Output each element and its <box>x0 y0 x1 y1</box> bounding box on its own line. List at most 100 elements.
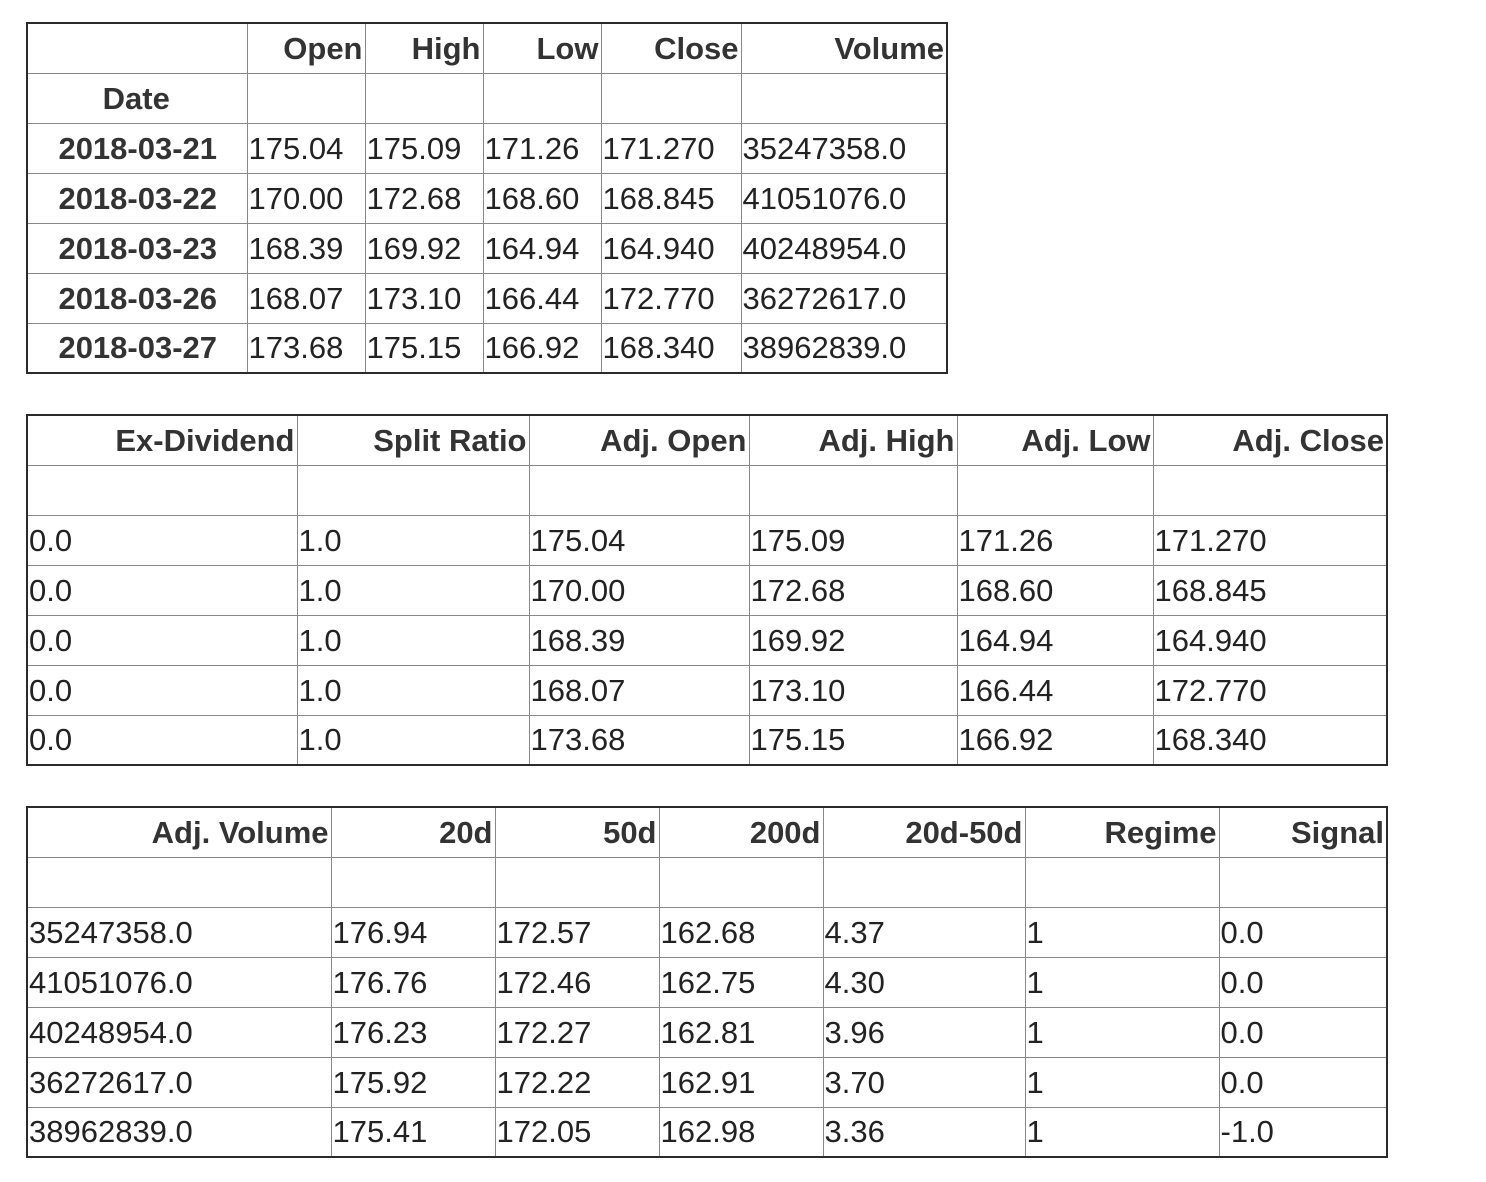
empty-header-row <box>26 464 1388 516</box>
table-row: 2018-03-22 170.00 172.68 168.60 168.845 … <box>26 172 948 224</box>
table-cell: 168.60 <box>482 172 602 224</box>
table-cell: 172.770 <box>600 272 742 324</box>
table-cell: 1.0 <box>296 564 530 616</box>
table-cell: 36272617.0 <box>740 272 948 324</box>
table-cell: 172.27 <box>494 1006 660 1058</box>
table-cell: 169.92 <box>748 614 958 666</box>
table-cell: 168.845 <box>1152 564 1388 616</box>
column-header: Ex-Dividend <box>26 414 298 466</box>
header-row: Open High Low Close Volume <box>26 22 948 74</box>
table-row: 2018-03-26 168.07 173.10 166.44 172.770 … <box>26 272 948 324</box>
index-header-cell <box>26 22 248 74</box>
table-cell: 35247358.0 <box>740 122 948 174</box>
table-cell: 172.22 <box>494 1056 660 1108</box>
empty-cell <box>26 856 332 908</box>
table-cell: 172.68 <box>748 564 958 616</box>
table-cell: 41051076.0 <box>740 172 948 224</box>
empty-cell <box>296 464 530 516</box>
table-cell: 0.0 <box>26 714 298 766</box>
column-header: 20d-50d <box>822 806 1026 858</box>
table-cell: 1 <box>1024 906 1220 958</box>
table-row: 0.0 1.0 170.00 172.68 168.60 168.845 <box>26 564 1388 616</box>
date-cell: 2018-03-23 <box>26 222 248 274</box>
table-cell: 164.940 <box>1152 614 1388 666</box>
table-cell: 168.39 <box>528 614 750 666</box>
column-header: Low <box>482 22 602 74</box>
table-cell: 171.26 <box>482 122 602 174</box>
table-cell: 173.68 <box>246 322 366 374</box>
date-cell: 2018-03-21 <box>26 122 248 174</box>
table-cell: 0.0 <box>1218 1006 1388 1058</box>
header-row: Ex-Dividend Split Ratio Adj. Open Adj. H… <box>26 414 1388 466</box>
table-cell: 36272617.0 <box>26 1056 332 1108</box>
column-header: Signal <box>1218 806 1388 858</box>
table-row: 35247358.0 176.94 172.57 162.68 4.37 1 0… <box>26 906 1388 958</box>
table-cell: 176.76 <box>330 956 496 1008</box>
header-row: Adj. Volume 20d 50d 200d 20d-50d Regime … <box>26 806 1388 858</box>
table-cell: 168.07 <box>246 272 366 324</box>
table-cell: 175.09 <box>748 514 958 566</box>
column-header: Split Ratio <box>296 414 530 466</box>
column-header: Adj. Close <box>1152 414 1388 466</box>
table-cell: 0.0 <box>26 564 298 616</box>
table-cell: 1 <box>1024 1106 1220 1158</box>
empty-cell <box>600 72 742 124</box>
signal-table: Adj. Volume 20d 50d 200d 20d-50d Regime … <box>26 806 1388 1158</box>
table-cell: 0.0 <box>1218 1056 1388 1108</box>
table-cell: 164.94 <box>482 222 602 274</box>
table-cell: 175.41 <box>330 1106 496 1158</box>
table-cell: 168.60 <box>956 564 1154 616</box>
empty-cell <box>822 856 1026 908</box>
table-cell: 40248954.0 <box>26 1006 332 1058</box>
table-cell: 0.0 <box>26 614 298 666</box>
table-cell: 0.0 <box>26 514 298 566</box>
table-cell: 1 <box>1024 1006 1220 1058</box>
table-cell: 176.94 <box>330 906 496 958</box>
empty-cell <box>1218 856 1388 908</box>
column-header: Adj. Low <box>956 414 1154 466</box>
table-cell: 171.270 <box>1152 514 1388 566</box>
empty-cell <box>658 856 824 908</box>
table-cell: 175.92 <box>330 1056 496 1108</box>
table-cell: 3.70 <box>822 1056 1026 1108</box>
table-cell: 168.07 <box>528 664 750 716</box>
table-cell: 171.26 <box>956 514 1154 566</box>
table-cell: 176.23 <box>330 1006 496 1058</box>
table-cell: 162.98 <box>658 1106 824 1158</box>
empty-cell <box>494 856 660 908</box>
table-cell: 175.04 <box>528 514 750 566</box>
empty-cell <box>482 72 602 124</box>
table-cell: 3.96 <box>822 1006 1026 1058</box>
table-cell: 166.92 <box>956 714 1154 766</box>
table-cell: 173.68 <box>528 714 750 766</box>
table-cell: 3.36 <box>822 1106 1026 1158</box>
date-cell: 2018-03-22 <box>26 172 248 224</box>
table-cell: 172.770 <box>1152 664 1388 716</box>
empty-cell <box>1024 856 1220 908</box>
empty-cell <box>956 464 1154 516</box>
table-cell: 166.44 <box>482 272 602 324</box>
table-cell: 175.15 <box>364 322 484 374</box>
empty-cell <box>1152 464 1388 516</box>
table-cell: 162.75 <box>658 956 824 1008</box>
table-cell: 172.68 <box>364 172 484 224</box>
table-cell: 172.57 <box>494 906 660 958</box>
empty-cell <box>364 72 484 124</box>
table-row: 38962839.0 175.41 172.05 162.98 3.36 1 -… <box>26 1106 1388 1158</box>
column-header: 20d <box>330 806 496 858</box>
column-header: High <box>364 22 484 74</box>
date-cell: 2018-03-27 <box>26 322 248 374</box>
table-row: 2018-03-23 168.39 169.92 164.94 164.940 … <box>26 222 948 274</box>
table-cell: 1 <box>1024 1056 1220 1108</box>
table-cell: 0.0 <box>1218 956 1388 1008</box>
table-cell: 1.0 <box>296 664 530 716</box>
table-cell: 38962839.0 <box>740 322 948 374</box>
table-cell: 168.845 <box>600 172 742 224</box>
empty-cell <box>330 856 496 908</box>
table-row: 40248954.0 176.23 172.27 162.81 3.96 1 0… <box>26 1006 1388 1058</box>
column-header: 50d <box>494 806 660 858</box>
column-header: Open <box>246 22 366 74</box>
table-row: 0.0 1.0 168.39 169.92 164.94 164.940 <box>26 614 1388 666</box>
column-header: Regime <box>1024 806 1220 858</box>
table-row: 0.0 1.0 175.04 175.09 171.26 171.270 <box>26 514 1388 566</box>
